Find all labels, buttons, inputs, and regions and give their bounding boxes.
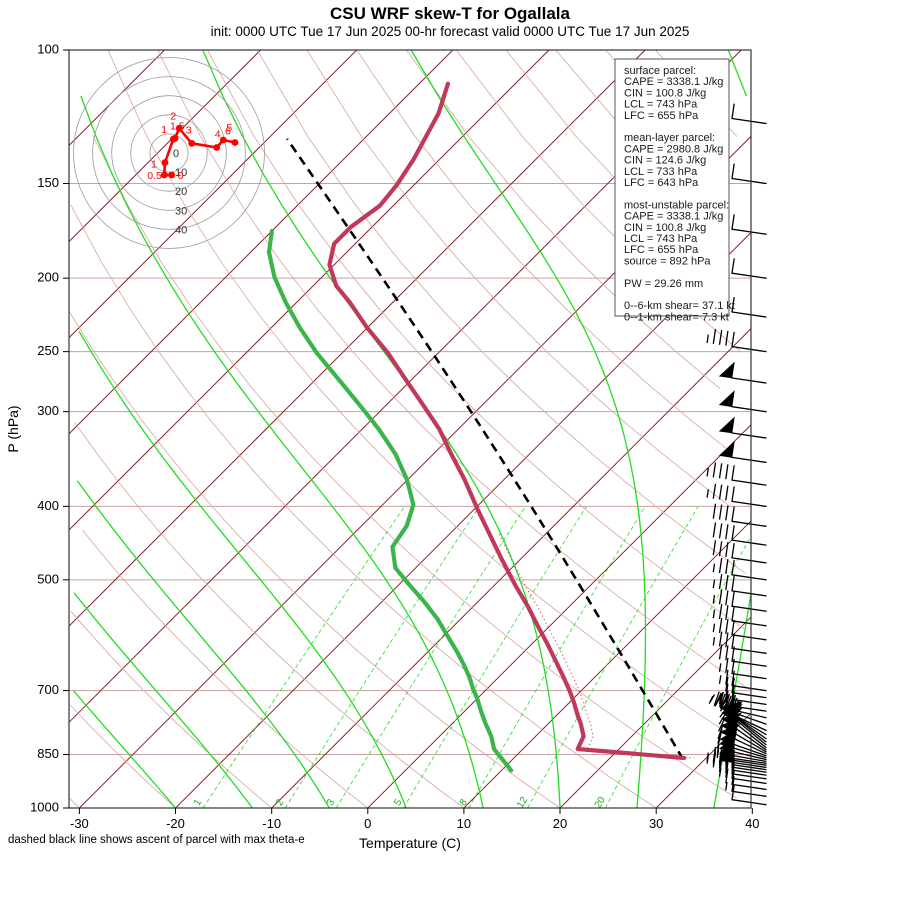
svg-text:CAPE = 2980.8 J/kg: CAPE = 2980.8 J/kg: [624, 143, 723, 155]
svg-text:P (hPa): P (hPa): [5, 405, 21, 452]
svg-text:850: 850: [37, 746, 59, 761]
svg-text:1: 1: [161, 124, 167, 136]
svg-text:LCL = 743 hPa: LCL = 743 hPa: [624, 99, 698, 111]
svg-text:LFC = 643 hPa: LFC = 643 hPa: [624, 177, 699, 189]
svg-text:40: 40: [745, 816, 759, 831]
svg-text:1000: 1000: [30, 799, 59, 814]
svg-text:Temperature (C): Temperature (C): [359, 835, 461, 851]
svg-text:300: 300: [37, 403, 59, 418]
svg-text:-10: -10: [262, 816, 281, 831]
svg-text:init: 0000 UTC Tue 17 Jun 2025: init: 0000 UTC Tue 17 Jun 2025 00-hr for…: [211, 24, 690, 39]
svg-text:3: 3: [186, 124, 192, 136]
svg-text:150: 150: [37, 175, 59, 190]
svg-text:LCL = 733 hPa: LCL = 733 hPa: [624, 166, 698, 178]
svg-text:0.5: 0.5: [147, 170, 162, 182]
svg-text:30: 30: [649, 816, 663, 831]
svg-text:10: 10: [457, 816, 471, 831]
svg-text:CAPE = 3338.1 J/kg: CAPE = 3338.1 J/kg: [624, 76, 723, 88]
svg-text:-20: -20: [166, 816, 185, 831]
svg-text:6: 6: [225, 126, 231, 138]
svg-text:mean-layer parcel:: mean-layer parcel:: [624, 132, 715, 144]
svg-text:40: 40: [175, 224, 187, 236]
svg-text:CIN = 100.8 J/kg: CIN = 100.8 J/kg: [624, 87, 706, 99]
svg-text:250: 250: [37, 343, 59, 358]
svg-text:0: 0: [173, 148, 179, 160]
svg-text:200: 200: [37, 270, 59, 285]
svg-text:400: 400: [37, 498, 59, 513]
svg-text:0--1-km shear= 7.3 kt: 0--1-km shear= 7.3 kt: [624, 311, 729, 323]
svg-text:source = 892 hPa: source = 892 hPa: [624, 255, 711, 267]
svg-text:100: 100: [37, 41, 59, 56]
svg-text:20: 20: [553, 816, 567, 831]
svg-text:0: 0: [364, 816, 371, 831]
svg-text:700: 700: [37, 682, 59, 697]
svg-text:0: 0: [178, 170, 184, 182]
svg-text:most-unstable parcel:: most-unstable parcel:: [624, 199, 729, 211]
svg-text:CSU WRF skew-T for Ogallala: CSU WRF skew-T for Ogallala: [330, 4, 570, 23]
svg-text:0--6-km shear= 37.1 kt: 0--6-km shear= 37.1 kt: [624, 300, 735, 312]
svg-text:CIN = 100.8 J/kg: CIN = 100.8 J/kg: [624, 222, 706, 234]
svg-text:-30: -30: [70, 816, 89, 831]
svg-text:2: 2: [170, 110, 176, 122]
svg-text:LFC = 655 hPa: LFC = 655 hPa: [624, 110, 699, 122]
svg-text:1: 1: [151, 159, 157, 171]
svg-text:CAPE = 3338.1 J/kg: CAPE = 3338.1 J/kg: [624, 211, 723, 223]
svg-text:4: 4: [215, 129, 221, 141]
svg-text:20: 20: [175, 186, 187, 198]
svg-text:CIN = 124.6 J/kg: CIN = 124.6 J/kg: [624, 155, 706, 167]
svg-text:LFC = 655 hPa: LFC = 655 hPa: [624, 244, 699, 256]
svg-text:LCL = 743 hPa: LCL = 743 hPa: [624, 233, 698, 245]
svg-text:500: 500: [37, 571, 59, 586]
svg-text:30: 30: [175, 205, 187, 217]
svg-text:PW = 29.26 mm: PW = 29.26 mm: [624, 278, 703, 290]
svg-text:surface parcel:: surface parcel:: [624, 65, 696, 77]
svg-text:dashed black line shows ascent: dashed black line shows ascent of parcel…: [8, 834, 305, 846]
